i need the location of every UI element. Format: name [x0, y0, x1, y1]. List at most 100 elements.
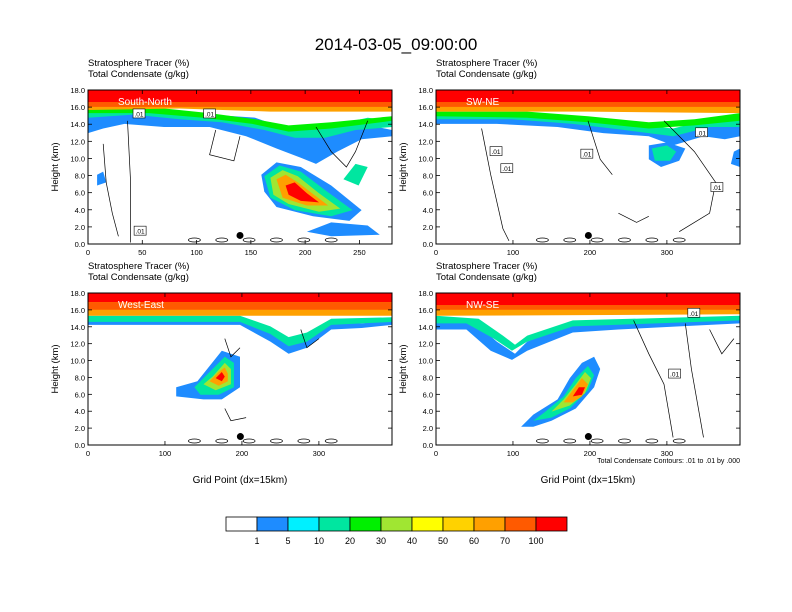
- tracer-region: [88, 315, 392, 347]
- condensate-contour: [297, 438, 311, 444]
- colorbar-label: 20: [345, 536, 355, 546]
- y-tick-label: 18.0: [70, 289, 85, 298]
- colorbar-box: [318, 516, 351, 532]
- condensate-contour: [127, 120, 131, 243]
- y-tick-label: 6.0: [423, 390, 433, 399]
- colorbar-label: 10: [314, 536, 324, 546]
- panel-title-line: Total Condensate (g/kg): [436, 272, 537, 283]
- condensate-contour: [645, 438, 659, 444]
- panel-label: NW-SE: [466, 300, 499, 311]
- condensate-contour: [563, 237, 577, 243]
- y-axis-label: Height (km): [50, 344, 61, 393]
- condensate-contour: [618, 212, 649, 223]
- y-tick-label: 14.0: [70, 323, 85, 332]
- condensate-contour: [672, 438, 686, 444]
- field: [88, 90, 392, 244]
- condensate-contour: [102, 143, 119, 237]
- contour-label: .01: [492, 149, 501, 156]
- figure-title: 2014-03-05_09:00:00: [315, 35, 478, 54]
- condensate-contour: [297, 237, 311, 243]
- y-tick-label: 16.0: [70, 103, 85, 112]
- colorbar-box: [349, 516, 382, 532]
- x-tick-label: 0: [86, 449, 90, 458]
- panels: Stratosphere Tracer (%)Total Condensate …: [50, 58, 741, 486]
- contour-label: .01: [135, 111, 144, 118]
- x-tick-label: 100: [159, 449, 172, 458]
- y-tick-label: 12.0: [418, 137, 433, 146]
- colorbar-box: [473, 516, 506, 532]
- panel: Stratosphere Tracer (%)Total Condensate …: [398, 58, 741, 257]
- contour-label: .01: [670, 372, 679, 379]
- y-tick-label: 6.0: [423, 189, 433, 198]
- condensate-contour: [590, 438, 604, 444]
- x-tick-label: 100: [507, 248, 520, 257]
- y-tick-label: 16.0: [418, 103, 433, 112]
- condensate-contour: [672, 237, 686, 243]
- condensate-contour: [536, 438, 549, 444]
- panel: Stratosphere Tracer (%)Total Condensate …: [398, 261, 741, 486]
- tracer-region: [88, 302, 392, 310]
- y-tick-label: 12.0: [418, 340, 433, 349]
- condensate-contour: [587, 120, 613, 175]
- contour-label-box: [668, 368, 681, 379]
- condensate-contour: [563, 438, 577, 444]
- y-tick-label: 4.0: [423, 407, 433, 416]
- y-tick-label: 14.0: [418, 120, 433, 129]
- contour-label-box: [500, 163, 514, 174]
- condensate-contour: [224, 408, 247, 422]
- colorbar-box: [380, 516, 413, 532]
- tracer-region: [285, 182, 319, 203]
- colorbar-box: [256, 516, 289, 532]
- panel: Stratosphere Tracer (%)Total Condensate …: [50, 261, 393, 486]
- y-tick-label: 10.0: [70, 357, 85, 366]
- tracer-region: [215, 372, 225, 382]
- colorbar-box: [535, 516, 568, 532]
- contour-label-box: [710, 182, 724, 192]
- y-tick-label: 14.0: [418, 323, 433, 332]
- colorbar-label: 60: [469, 536, 479, 546]
- tracer-region: [88, 293, 392, 303]
- contour-label: .01: [689, 311, 698, 318]
- y-tick-label: 6.0: [75, 390, 85, 399]
- panel-label: SW-NE: [466, 97, 499, 108]
- x-tick-label: 0: [434, 449, 438, 458]
- colorbar-label: 30: [376, 536, 386, 546]
- x-tick-label: 100: [190, 248, 203, 257]
- location-marker: [584, 231, 592, 239]
- condensate-contour: [188, 237, 201, 243]
- tracer-region: [563, 378, 588, 403]
- condensate-contour: [209, 129, 241, 162]
- field: [436, 293, 740, 445]
- condensate-contour: [224, 338, 241, 358]
- tracer-region: [88, 102, 392, 107]
- colorbar-box: [504, 516, 537, 532]
- y-tick-label: 0.0: [423, 441, 433, 450]
- y-tick-label: 16.0: [70, 306, 85, 315]
- panel-title-line: Stratosphere Tracer (%): [88, 261, 189, 272]
- x-tick-label: 0: [434, 248, 438, 257]
- tracer-region: [343, 163, 368, 186]
- plot-frame: [87, 292, 393, 446]
- tracer-region: [436, 293, 740, 306]
- panel-title-line: Total Condensate (g/kg): [88, 69, 189, 80]
- contour-label-box: [132, 108, 146, 119]
- tracer-region: [436, 111, 740, 129]
- panel-title-line: Stratosphere Tracer (%): [436, 261, 537, 272]
- y-tick-label: 18.0: [418, 86, 433, 95]
- condensate-contour: [188, 438, 201, 444]
- x-tick-label: 200: [584, 449, 597, 458]
- tracer-region: [572, 387, 585, 397]
- tracer-region: [651, 145, 677, 161]
- tracer-region: [730, 148, 740, 167]
- contour-note: Total Condensate Contours: .01 to .01 by…: [597, 458, 740, 465]
- y-tick-label: 6.0: [75, 189, 85, 198]
- y-tick-label: 0.0: [75, 240, 85, 249]
- condensate-contour: [709, 329, 735, 355]
- condensate-contour: [684, 323, 704, 438]
- contour-label-box: [203, 108, 216, 119]
- panel-label: West-East: [118, 300, 164, 311]
- condensate-contour: [270, 438, 283, 444]
- location-marker: [236, 433, 244, 441]
- panel-label: South-North: [118, 97, 172, 108]
- condensate-contour: [215, 237, 229, 243]
